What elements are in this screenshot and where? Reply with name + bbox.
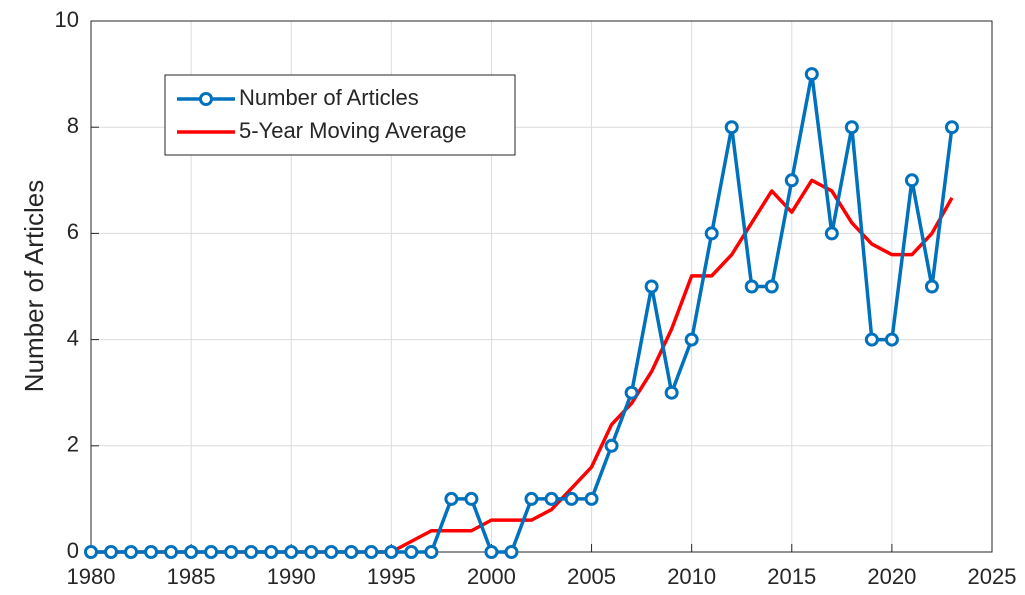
x-tick-label: 2025 <box>968 564 1017 589</box>
y-tick-label: 8 <box>67 113 79 138</box>
x-tick-label: 1995 <box>367 564 416 589</box>
data-point <box>344 545 359 559</box>
data-point <box>244 545 259 559</box>
legend-label: Number of Articles <box>239 85 419 110</box>
data-point <box>384 545 399 559</box>
data-point <box>644 279 659 294</box>
data-point <box>364 545 379 559</box>
plot-frame <box>90 20 993 553</box>
x-tick-label: 2015 <box>767 564 816 589</box>
data-point <box>324 545 339 559</box>
legend-box <box>164 74 516 156</box>
data-point <box>664 385 679 400</box>
data-point <box>284 545 299 559</box>
data-point <box>424 545 439 559</box>
data-point <box>124 545 139 559</box>
data-point <box>704 226 719 241</box>
y-axis-label: Number of Articles <box>19 180 49 392</box>
data-point <box>144 545 159 559</box>
data-point <box>624 385 639 400</box>
x-tick-label: 2020 <box>867 564 916 589</box>
data-point <box>764 279 779 294</box>
data-point <box>264 545 279 559</box>
data-point <box>784 173 799 188</box>
data-point <box>524 491 539 506</box>
data-point <box>224 545 239 559</box>
data-point <box>104 545 119 559</box>
data-point <box>544 491 559 506</box>
data-point <box>824 226 839 241</box>
data-point <box>724 120 739 135</box>
data-point <box>164 545 179 559</box>
series-line <box>91 178 954 554</box>
data-point <box>744 279 759 294</box>
y-tick-label: 6 <box>67 219 79 244</box>
data-point <box>804 67 819 82</box>
y-tick-label: 2 <box>67 432 79 457</box>
x-tick-label: 1990 <box>267 564 316 589</box>
data-point <box>584 491 599 506</box>
x-tick-label: 1980 <box>67 564 116 589</box>
data-point <box>924 279 939 294</box>
data-point <box>864 332 879 347</box>
data-point <box>404 545 419 559</box>
data-point <box>464 491 479 506</box>
data-point <box>184 545 199 559</box>
x-tick-label: 2000 <box>467 564 516 589</box>
data-point <box>884 332 899 347</box>
data-point <box>564 491 579 506</box>
data-point <box>444 491 459 506</box>
data-point <box>504 545 519 559</box>
data-point <box>204 545 219 559</box>
data-point <box>904 173 919 188</box>
legend-marker <box>199 92 213 106</box>
data-point <box>944 120 959 135</box>
data-point <box>844 120 859 135</box>
legend-label: 5-Year Moving Average <box>239 118 467 143</box>
data-point <box>684 332 699 347</box>
y-tick-label: 4 <box>67 325 79 350</box>
x-tick-label: 2010 <box>667 564 716 589</box>
x-tick-label: 2005 <box>567 564 616 589</box>
data-point <box>84 545 98 559</box>
y-tick-label: 0 <box>67 538 79 563</box>
data-point <box>484 545 499 559</box>
x-tick-label: 1985 <box>167 564 216 589</box>
y-tick-label: 10 <box>55 7 79 32</box>
data-point <box>604 438 619 453</box>
data-point <box>304 545 319 559</box>
